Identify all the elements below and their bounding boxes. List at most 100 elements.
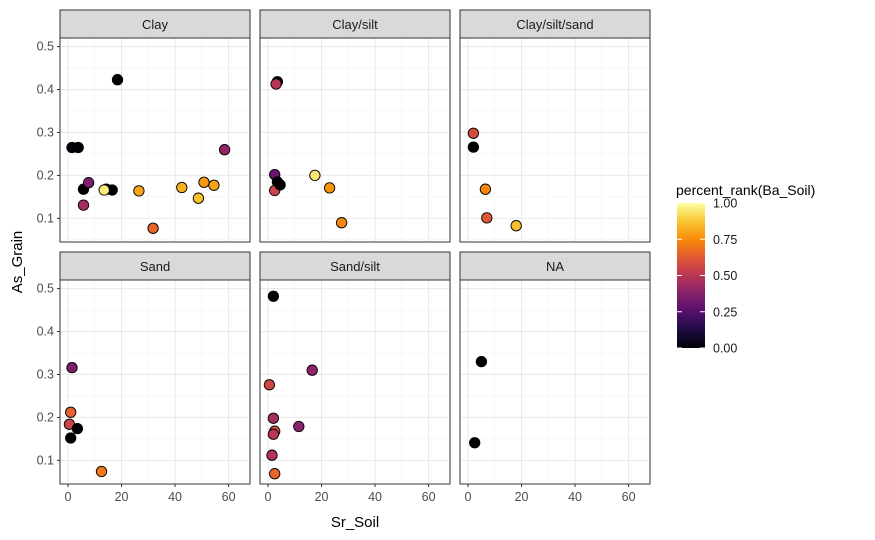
x-tick-label: 40 xyxy=(368,490,382,504)
data-point xyxy=(481,212,493,224)
data-point xyxy=(309,169,321,182)
data-point xyxy=(267,412,280,424)
facet-panel: Sand 0.1 0.2 0.3 0.4 0.5 0 20 40 60 xyxy=(37,251,251,504)
y-tick-label: 0.3 xyxy=(37,367,54,381)
x-tick-label: 0 xyxy=(265,490,272,504)
facet-panel: Clay/silt/sand xyxy=(459,9,651,243)
legend-title: percent_rank(Ba_Soil) xyxy=(676,182,815,198)
data-point xyxy=(71,422,84,435)
color-legend: percent_rank(Ba_Soil) 0.00 0.25 0.50 0.75 1.… xyxy=(676,182,815,356)
data-point xyxy=(306,364,318,376)
facet-strip-label: Clay xyxy=(142,17,169,32)
y-tick-label: 0.4 xyxy=(37,83,54,97)
legend-label: 1.00 xyxy=(713,197,737,211)
data-point xyxy=(176,181,188,194)
x-tick-label: 20 xyxy=(515,490,529,504)
data-point xyxy=(208,179,220,191)
facet-strip xyxy=(459,9,651,39)
facet-strip xyxy=(59,9,251,39)
data-point xyxy=(479,183,492,195)
x-tick-label: 60 xyxy=(222,490,236,504)
data-point xyxy=(65,406,77,418)
data-point xyxy=(218,144,231,156)
facet-strip-label: Clay/silt/sand xyxy=(516,17,593,32)
x-axis-title: Sr_Soil xyxy=(331,514,379,531)
data-point xyxy=(469,437,481,449)
data-point xyxy=(266,449,278,461)
facet-panel: Clay 0.1 0.2 0.3 0.4 0.5 xyxy=(37,9,251,243)
facet-panel: Sand/silt 0 20 40 60 xyxy=(259,251,451,504)
x-tick-label: 20 xyxy=(315,490,329,504)
data-point xyxy=(198,176,210,188)
axes: Sr_Soil As_Grain xyxy=(9,231,379,531)
facet-panel: Clay/silt xyxy=(259,9,451,243)
data-point xyxy=(65,432,77,444)
data-point xyxy=(510,220,522,232)
data-point xyxy=(267,428,280,440)
panel-border xyxy=(59,37,251,243)
panel-background xyxy=(60,38,250,242)
data-point xyxy=(66,361,78,374)
facet-strip xyxy=(59,251,251,281)
data-point xyxy=(335,217,348,229)
data-point xyxy=(147,222,159,234)
y-tick-label: 0.1 xyxy=(37,211,54,225)
x-tick-label: 0 xyxy=(465,490,472,504)
data-point xyxy=(467,141,480,153)
y-tick-label: 0.5 xyxy=(37,282,54,296)
facet-strip xyxy=(259,251,451,281)
x-tick-label: 60 xyxy=(422,490,436,504)
data-point xyxy=(270,78,282,90)
facet-strip xyxy=(459,251,651,281)
data-point xyxy=(77,199,90,211)
x-tick-label: 40 xyxy=(568,490,582,504)
x-tick-label: 60 xyxy=(622,490,636,504)
y-tick-label: 0.3 xyxy=(37,125,54,139)
panel-background xyxy=(260,280,450,484)
facet-strip-label: Clay/silt xyxy=(332,17,378,32)
panel-border xyxy=(59,279,251,485)
facet-strip-label: Sand/silt xyxy=(330,259,380,274)
panel-border xyxy=(459,279,651,485)
data-point xyxy=(133,185,145,197)
data-point xyxy=(267,290,280,302)
legend-label: 0.50 xyxy=(713,269,737,283)
data-point xyxy=(95,465,108,478)
x-tick-label: 20 xyxy=(115,490,129,504)
data-point xyxy=(269,468,281,480)
data-point xyxy=(263,379,276,391)
y-tick-label: 0.1 xyxy=(37,453,54,467)
data-point xyxy=(274,179,286,191)
data-point xyxy=(467,127,480,139)
y-tick-label: 0.2 xyxy=(37,168,54,182)
facet-strip xyxy=(259,9,451,39)
panel-background xyxy=(460,280,650,484)
facet-panels: Clay 0.1 0.2 0.3 0.4 0.5 Clay/silt Clay/silt/sa… xyxy=(37,9,651,504)
legend-label: 0.25 xyxy=(713,305,737,319)
x-tick-label: 40 xyxy=(168,490,182,504)
data-point xyxy=(475,355,488,368)
panel-background xyxy=(60,280,250,484)
legend-label: 0.75 xyxy=(713,233,737,247)
panel-border xyxy=(459,37,651,243)
data-point xyxy=(111,74,124,86)
y-tick-label: 0.4 xyxy=(37,325,54,339)
data-point xyxy=(323,182,336,194)
data-point xyxy=(192,192,205,204)
facet-strip-label: Sand xyxy=(140,259,170,274)
y-tick-label: 0.5 xyxy=(37,40,54,54)
data-point xyxy=(72,141,84,154)
facet-strip-label: NA xyxy=(546,259,564,274)
panel-background xyxy=(260,38,450,242)
x-tick-label: 0 xyxy=(65,490,72,504)
panel-border xyxy=(259,37,451,243)
panel-background xyxy=(460,38,650,242)
y-axis-title: As_Grain xyxy=(9,231,26,294)
legend-label: 0.00 xyxy=(713,342,737,356)
y-tick-label: 0.2 xyxy=(37,410,54,424)
panel-border xyxy=(259,279,451,485)
data-point xyxy=(82,177,95,189)
data-point xyxy=(293,420,305,433)
data-point xyxy=(98,184,110,196)
